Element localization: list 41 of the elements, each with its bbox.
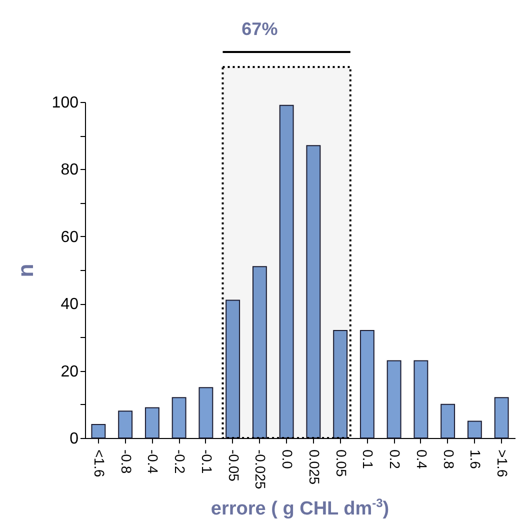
x-tick-label: -0.4 — [145, 450, 162, 474]
x-tick-label: 0.4 — [414, 450, 430, 470]
band-label: 67% — [242, 19, 278, 39]
bar — [198, 387, 214, 438]
bar — [226, 300, 240, 438]
bar — [360, 330, 374, 438]
x-tick-label: -0.05 — [226, 450, 242, 482]
bar — [306, 145, 321, 438]
x-tick-label: 0.0 — [280, 450, 296, 470]
x-tick-label: 1.6 — [468, 450, 484, 470]
bar — [494, 397, 509, 438]
bar — [144, 407, 160, 438]
y-tick-label: 20 — [60, 363, 79, 380]
x-tick-label: 0.05 — [333, 450, 350, 477]
bar — [467, 420, 482, 438]
x-tick-label: 0.8 — [440, 450, 457, 470]
y-axis-title: n — [12, 264, 38, 278]
y-tick-label: 80 — [60, 162, 79, 179]
bar — [91, 424, 106, 438]
bar — [414, 360, 428, 438]
y-tick-label: 60 — [60, 228, 79, 246]
x-tick-label: 0.2 — [387, 450, 404, 470]
x-tick-label: 0.1 — [360, 450, 376, 470]
bar — [386, 360, 402, 438]
y-tick-label: 100 — [52, 94, 79, 112]
x-tick-label: >1.6 — [494, 450, 511, 478]
bar — [172, 397, 186, 438]
bar — [279, 104, 294, 438]
bar — [252, 266, 267, 438]
x-tick-label: <1.6 — [91, 450, 108, 478]
y-tick-label: 40 — [60, 296, 79, 314]
x-axis-title: errore ( g CHL dm$^{-3}$) — [210, 496, 390, 520]
bar — [118, 410, 133, 438]
bar — [440, 404, 456, 438]
x-tick-label: -0.025 — [252, 450, 269, 490]
x-tick-label: -0.2 — [172, 450, 188, 474]
x-tick-label: -0.8 — [118, 450, 134, 474]
x-tick-label: 0.025 — [306, 450, 322, 485]
y-tick-label: 0 — [70, 430, 79, 448]
x-tick-label: -0.1 — [198, 450, 215, 474]
bar — [333, 330, 348, 438]
